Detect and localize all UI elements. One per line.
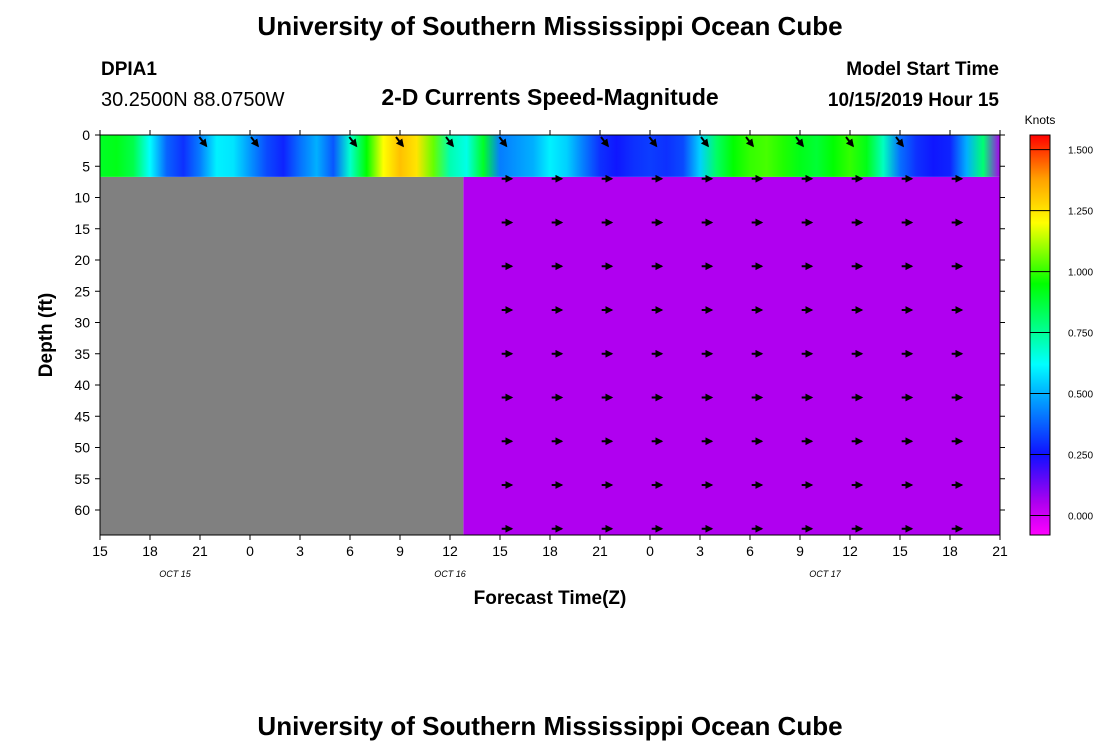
- x-tick-label: 6: [346, 543, 354, 559]
- x-tick-label: 15: [892, 543, 908, 559]
- x-tick-label: 0: [646, 543, 654, 559]
- surface-current-arrow: [745, 136, 754, 148]
- surface-current-arrow: [648, 136, 658, 148]
- colorbar-tick-label: 0.750: [1068, 329, 1093, 340]
- station-coords: 30.2500N 88.0750W: [101, 89, 285, 111]
- model-start-value: 10/15/2019 Hour 15: [828, 90, 1000, 111]
- surface-current-arrow: [198, 136, 208, 148]
- surface-current-arrow: [895, 136, 904, 148]
- x-tick-label: 18: [942, 543, 958, 559]
- y-tick-label: 30: [74, 315, 90, 331]
- colorbar-tick-label: 0.000: [1068, 511, 1093, 522]
- colorbar: Knots 0.000 0.250 0.500 0.750 1.000 1.250 1.500: [1025, 113, 1093, 536]
- y-tick-label: 5: [82, 158, 90, 174]
- colorbar-tick-label: 0.500: [1068, 390, 1093, 401]
- y-tick-label: 50: [74, 440, 90, 456]
- x-tick-label: 18: [142, 543, 158, 559]
- x-tick-label: 21: [192, 543, 208, 559]
- surface-current-arrow: [348, 136, 358, 148]
- x-tick-label: 9: [796, 543, 804, 559]
- y-tick-label: 0: [82, 127, 90, 143]
- surface-current-arrow: [795, 136, 804, 148]
- x-date-label: OCT 17: [809, 569, 842, 579]
- y-tick-label: 25: [74, 283, 90, 299]
- product-title: 2-D Currents Speed-Magnitude: [381, 84, 718, 110]
- y-tick-label: 45: [74, 408, 90, 424]
- surface-current-arrow: [498, 136, 508, 148]
- surface-speed-band: [100, 135, 1000, 177]
- colorbar-tick-label: 1.500: [1068, 146, 1093, 157]
- deep-layer-fill: [463, 176, 1000, 535]
- model-start-label: Model Start Time: [846, 59, 999, 80]
- surface-current-arrow: [395, 136, 404, 148]
- colorbar-tick-label: 1.000: [1068, 268, 1093, 279]
- x-tick-label: 6: [746, 543, 754, 559]
- surface-current-arrow: [700, 136, 709, 148]
- x-tick-label: 21: [592, 543, 608, 559]
- surface-current-arrow: [845, 136, 854, 148]
- x-tick-label: 15: [492, 543, 508, 559]
- y-tick-label: 20: [74, 252, 90, 268]
- x-date-label: OCT 15: [159, 569, 192, 579]
- colorbar-tick-label: 1.250: [1068, 207, 1093, 218]
- x-tick-label: 15: [92, 543, 108, 559]
- colorbar-gradient: [1029, 134, 1051, 536]
- no-data-region: [100, 176, 464, 535]
- x-axis-label: Forecast Time(Z): [474, 588, 627, 609]
- x-tick-label: 21: [992, 543, 1008, 559]
- colorbar-tick-label: 0.250: [1068, 451, 1093, 462]
- colorbar-unit-label: Knots: [1025, 113, 1056, 127]
- x-tick-label: 3: [296, 543, 304, 559]
- footer-title: University of Southern Mississippi Ocean…: [257, 711, 842, 741]
- y-tick-label: 60: [74, 502, 90, 518]
- station-id: DPIA1: [101, 59, 157, 80]
- y-tick-label: 40: [74, 377, 90, 393]
- y-tick-label: 55: [74, 471, 90, 487]
- x-tick-label: 0: [246, 543, 254, 559]
- x-tick-label: 18: [542, 543, 558, 559]
- x-tick-label: 3: [696, 543, 704, 559]
- y-tick-label: 35: [74, 346, 90, 362]
- x-tick-label: 12: [442, 543, 458, 559]
- surface-current-arrow: [600, 136, 609, 148]
- surface-current-arrow: [445, 136, 454, 148]
- y-tick-label: 15: [74, 221, 90, 237]
- surface-current-arrow: [250, 136, 259, 148]
- main-title: University of Southern Mississippi Ocean…: [257, 11, 842, 41]
- x-date-label: OCT 16: [434, 569, 466, 579]
- y-axis-label: Depth (ft): [36, 293, 57, 377]
- y-tick-label: 10: [74, 190, 90, 206]
- plot-area: [100, 135, 1000, 535]
- x-tick-label: 9: [396, 543, 404, 559]
- x-tick-label: 12: [842, 543, 858, 559]
